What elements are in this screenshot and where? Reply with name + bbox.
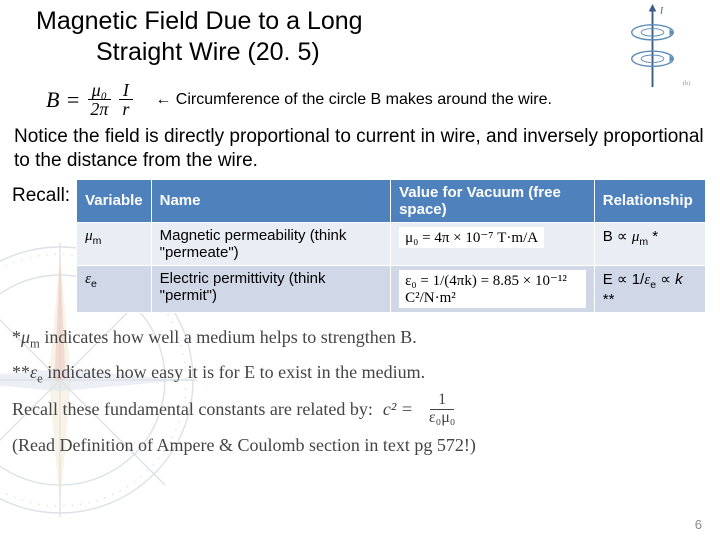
cell-variable: εe	[77, 265, 152, 312]
proportionality-note: Notice the field is directly proportiona…	[14, 125, 706, 173]
slide-content: Magnetic Field Due to a Long Straight Wi…	[0, 0, 720, 460]
table-header-row: Variable Name Value for Vacuum (free spa…	[77, 179, 706, 222]
formula-annotation: ← Circumference of the circle B makes ar…	[155, 91, 552, 109]
recall-section: Recall: Variable Name Value for Vacuum (…	[12, 179, 708, 313]
recall-label: Recall:	[12, 179, 70, 207]
th-relationship: Relationship	[594, 179, 705, 222]
title-line-2: Straight Wire (20. 5)	[96, 37, 708, 68]
formula-row: B = μ₀ 2π I r ← Circumference of the cir…	[40, 79, 708, 122]
cell-relationship: B ∝ μm *	[594, 222, 705, 265]
main-formula: B = μ₀ 2π I r	[40, 79, 139, 122]
footnotes: *μm indicates how well a medium helps to…	[12, 323, 708, 460]
formula-equals: =	[65, 87, 80, 113]
formula-frac2: I r	[118, 81, 133, 120]
c2-fraction: 1 ε₀μ₀	[423, 392, 461, 427]
c-squared-relation: Recall these fundamental constants are r…	[12, 392, 708, 427]
cell-name: Magnetic permeability (think "permeate")	[151, 222, 390, 265]
footnote-1: *μm indicates how well a medium helps to…	[12, 323, 708, 354]
th-value: Value for Vacuum (free space)	[391, 179, 595, 222]
slide-title: Magnetic Field Due to a Long Straight Wi…	[36, 6, 708, 69]
constants-table: Variable Name Value for Vacuum (free spa…	[76, 179, 706, 313]
cell-value: ε₀ = 1/(4πk) = 8.85 × 10⁻¹² C²/N·m²	[391, 265, 595, 312]
th-variable: Variable	[77, 179, 152, 222]
title-line-1: Magnetic Field Due to a Long	[36, 6, 708, 37]
cell-relationship: E ∝ 1/εe ∝ k **	[594, 265, 705, 312]
page-number: 6	[695, 517, 702, 532]
table-row: εe Electric permittivity (think "permit"…	[77, 265, 706, 312]
cell-name: Electric permittivity (think "permit")	[151, 265, 390, 312]
cell-value: μ₀ = 4π × 10⁻⁷ T·m/A	[391, 222, 595, 265]
formula-frac1: μ₀ 2π	[86, 81, 112, 120]
table-row: μm Magnetic permeability (think "permeat…	[77, 222, 706, 265]
footnote-2: **εe indicates how easy it is for E to e…	[12, 358, 708, 389]
th-name: Name	[151, 179, 390, 222]
read-instruction: (Read Definition of Ampere & Coulomb sec…	[12, 431, 708, 460]
cell-variable: μm	[77, 222, 152, 265]
formula-B: B	[46, 87, 59, 113]
